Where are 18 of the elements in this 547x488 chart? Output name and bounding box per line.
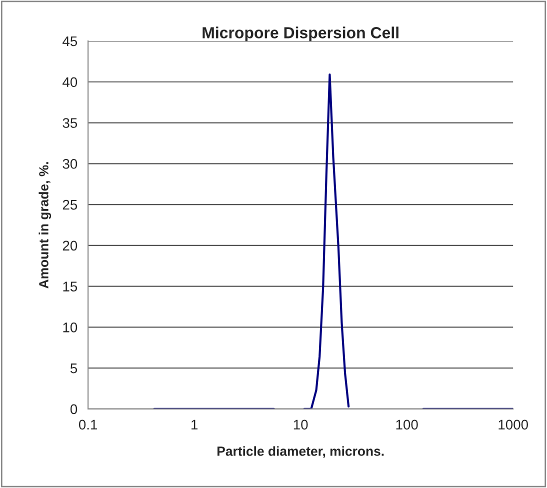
x-axis-title: Particle diameter, microns. <box>217 446 384 458</box>
y-axis-title: Amount in grade, %. <box>38 162 52 288</box>
y-tick-label: 15 <box>63 282 78 292</box>
y-tick-label: 20 <box>62 240 78 251</box>
y-tick-label: 25 <box>62 200 78 210</box>
x-tick-label: 0.1 <box>78 420 98 430</box>
y-tick-label: 30 <box>62 158 78 169</box>
y-tick-label: 40 <box>62 77 78 88</box>
x-tick-label: 100 <box>396 420 418 430</box>
x-tick-label: 10 <box>294 420 308 430</box>
y-tick-label: 5 <box>70 364 78 374</box>
y-tick-label: 45 <box>62 36 78 46</box>
y-tick-label: 0 <box>70 404 78 414</box>
chart-title: Micropore Dispersion Cell <box>202 26 398 42</box>
x-tick-label: 1000 <box>498 420 528 430</box>
y-tick-label: 10 <box>63 322 78 332</box>
x-tick-label: 1 <box>192 420 198 430</box>
y-tick-label: 35 <box>62 118 78 128</box>
